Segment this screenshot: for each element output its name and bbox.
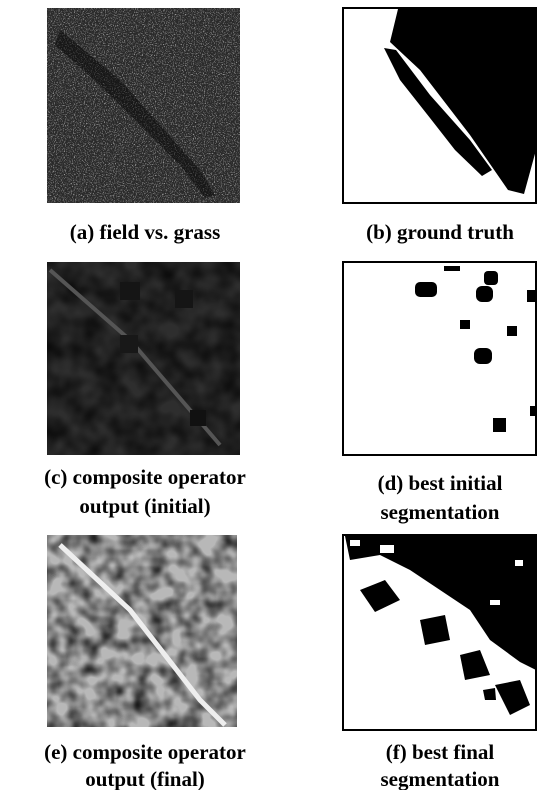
image-c bbox=[47, 262, 240, 455]
caption-f: (f) best final bbox=[386, 740, 495, 764]
image-a bbox=[47, 8, 240, 203]
caption-a: (a) field vs. grass bbox=[70, 220, 221, 244]
image-b bbox=[343, 8, 536, 203]
caption-c: output (initial) bbox=[79, 494, 210, 518]
caption-e: output (final) bbox=[85, 767, 205, 790]
caption-c: (c) composite operator bbox=[44, 465, 246, 489]
caption-d: segmentation bbox=[381, 500, 500, 524]
image-f bbox=[343, 535, 536, 730]
caption-f: segmentation bbox=[381, 767, 500, 790]
caption-d: (d) best initial bbox=[378, 471, 503, 495]
image-d bbox=[343, 262, 536, 455]
caption-e: (e) composite operator bbox=[44, 740, 246, 764]
page: (a) field vs. grass (b) ground truth (c)… bbox=[0, 0, 537, 790]
figure: (a) field vs. grass (b) ground truth (c)… bbox=[0, 0, 537, 790]
image-e bbox=[47, 535, 237, 727]
caption-b: (b) ground truth bbox=[366, 220, 514, 244]
